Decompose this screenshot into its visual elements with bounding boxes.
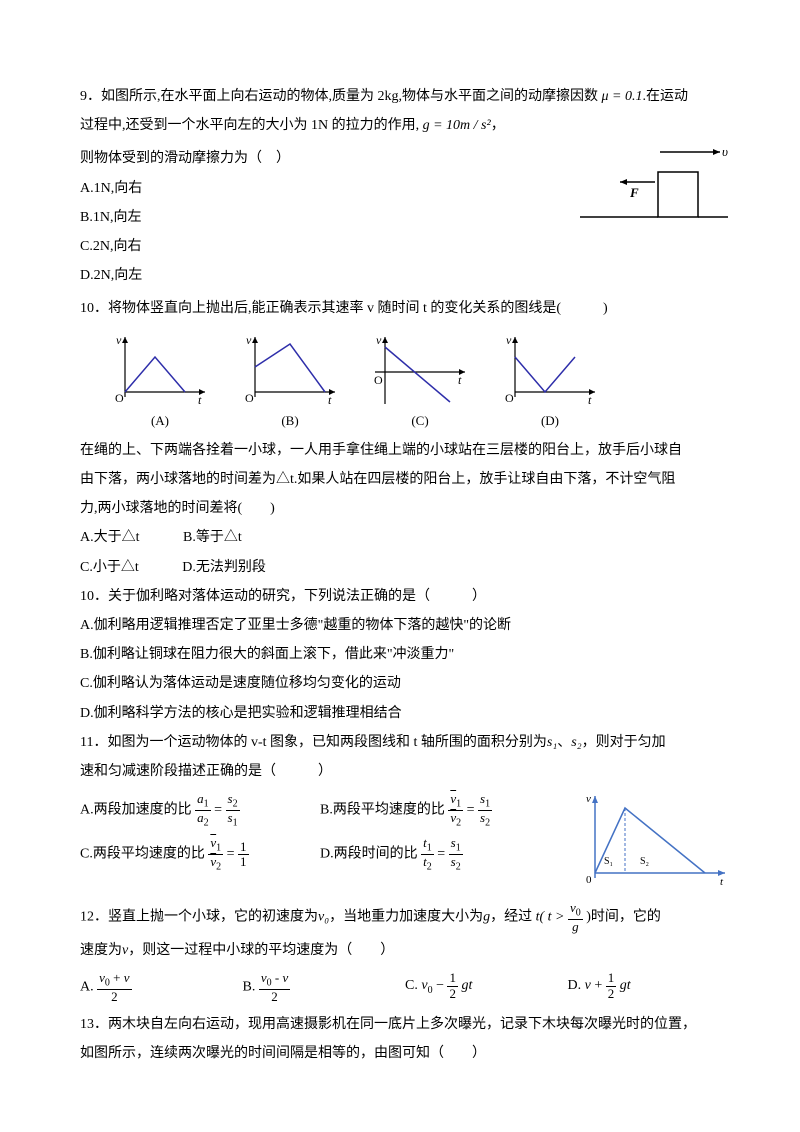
q9-text2: 过程中,还受到一个水平向左的大小为 1N 的拉力的作用, [80, 118, 419, 133]
q13-s2: 如图所示，连续两次曝光的时间间隔是相等的，由图可知（ ） [80, 1041, 730, 1066]
q9-optB: B.1N,向左 [80, 205, 560, 230]
q11-vt-chart: v t 0 S₁ S₂ [580, 788, 730, 897]
svg-text:t: t [198, 393, 202, 407]
svg-text:O: O [505, 391, 514, 405]
q9-text1: 9．如图所示,在水平面上向右运动的物体,质量为 2kg,物体与水平面之间的动摩擦… [80, 89, 598, 104]
q10b-A: A.伽利略用逻辑推理否定了亚里士多德"越重的物体下落的越快"的论断 [80, 613, 730, 638]
v-label: υ [722, 144, 728, 159]
svg-text:v: v [246, 333, 252, 347]
q9-g: g = 10m / s² [423, 118, 491, 133]
q10b-D: D.伽利略科学方法的核心是把实验和逻辑推理相结合 [80, 701, 730, 726]
q10a-graph-B: v t O (B) [240, 332, 340, 432]
svg-text:v: v [116, 333, 122, 347]
q11-s1: s₁ [547, 735, 557, 750]
q10a-graph-D: v t O (D) [500, 332, 600, 432]
q9-tail2: ， [491, 118, 505, 133]
q11-optB: B.两段平均速度的比 v1v2 = s1s2 [320, 792, 560, 828]
qrope-B: B.等于△t [183, 525, 242, 550]
q11-s2: s₂ [571, 735, 581, 750]
label-A: (A) [110, 409, 210, 432]
qrope-s2: 由下落，两小球落地的时间差为△t.如果人站在四层楼的阳台上，放手让球自由下落，不… [80, 467, 730, 492]
qrope-opts2: C.小于△t D.无法判别段 [80, 555, 730, 580]
svg-text:t: t [588, 393, 592, 407]
q9-stem3: 则物体受到的滑动摩擦力为（ ） [80, 146, 560, 171]
svg-text:v: v [586, 793, 591, 805]
q10a-graph-C: v t O (C) [370, 332, 470, 432]
q10b-B: B.伽利略让铜球在阻力很大的斜面上滚下，借此来"冲淡重力" [80, 642, 730, 667]
svg-text:S₁: S₁ [604, 856, 613, 867]
label-C: (C) [370, 409, 470, 432]
f-label: F [629, 185, 639, 200]
svg-text:t: t [458, 373, 462, 387]
q11-s1b: ，则对于匀加 [582, 735, 666, 750]
q9-stem-line1: 9．如图所示,在水平面上向右运动的物体,质量为 2kg,物体与水平面之间的动摩擦… [80, 84, 730, 109]
q10b-stem: 10．关于伽利略对落体运动的研究，下列说法正确的是（ ） [80, 584, 730, 609]
qrope-C: C.小于△t [80, 555, 139, 580]
q12-opts: A. v0 + v2 B. v0 - v2 C. v0 − 12 gt D. v… [80, 967, 730, 1008]
q12-optA: A. v0 + v2 [80, 971, 243, 1004]
q11-optA: A.两段加速度的比 a1a2 = s2s1 [80, 792, 320, 828]
qrope-s3: 力,两小球落地的时间差将( ) [80, 496, 730, 521]
q9-tail1: .在运动 [642, 89, 688, 104]
q11-s1a: 11．如图为一个运动物体的 v-t 图象，已知两段图线和 t 轴所围的面积分别为 [80, 735, 547, 750]
q11-optD: D.两段时间的比 t1t2 = s1s2 [320, 836, 560, 872]
q10a-graph-A: v t O (A) [110, 332, 210, 432]
q10a-stem: 10．将物体竖直向上抛出后,能正确表示其速率 v 随时间 t 的变化关系的图线是… [80, 296, 730, 321]
svg-text:t: t [720, 876, 724, 888]
qrope-opts1: A.大于△t B.等于△t [80, 525, 730, 550]
q9-mu: μ = 0.1 [602, 89, 643, 104]
qrope-s1: 在绳的上、下两端各拴着一小球，一人用手拿住绳上端的小球站在三层楼的阳台上，放手后… [80, 438, 730, 463]
label-D: (D) [500, 409, 600, 432]
svg-text:v: v [506, 333, 512, 347]
q9-optD: D.2N,向左 [80, 263, 560, 288]
q9-optC: C.2N,向右 [80, 234, 560, 259]
svg-text:S₂: S₂ [640, 856, 649, 867]
q11-optC: C.两段平均速度的比 v1v2 = 11 [80, 836, 320, 872]
svg-text:O: O [245, 391, 254, 405]
q12-optB: B. v0 - v2 [243, 971, 406, 1004]
qrope-D: D.无法判别段 [182, 555, 266, 580]
q11-stem2: 速和匀减速阶段描述正确的是（ ） [80, 759, 730, 784]
svg-text:O: O [115, 391, 124, 405]
q13-s1: 13．两木块自左向右运动，现用高速摄影机在同一底片上多次曝光，记录下木块每次曝光… [80, 1012, 730, 1037]
q9-optA: A.1N,向右 [80, 176, 560, 201]
q9-stem-line2: 过程中,还受到一个水平向左的大小为 1N 的拉力的作用, g = 10m / s… [80, 113, 730, 138]
label-B: (B) [240, 409, 340, 432]
svg-text:0: 0 [586, 874, 592, 886]
q12-optC: C. v0 − 12 gt [405, 971, 568, 1004]
q9-force-diagram: υ F [570, 142, 730, 241]
svg-text:t: t [328, 393, 332, 407]
q12-optD: D. v + 12 gt [568, 971, 731, 1004]
q12-stem1: 12．竖直上抛一个小球，它的初速度为v₀，当地重力加速度大小为g，经过 t( t… [80, 901, 730, 934]
svg-text:O: O [374, 373, 383, 387]
q12-stem2: 速度为v，则这一过程中小球的平均速度为（ ） [80, 938, 730, 963]
q11-stem1: 11．如图为一个运动物体的 v-t 图象，已知两段图线和 t 轴所围的面积分别为… [80, 730, 730, 755]
qrope-A: A.大于△t [80, 525, 140, 550]
q10a-graphs: v t O (A) v t O (B) v t O [110, 332, 730, 432]
svg-text:v: v [376, 333, 382, 347]
q10b-C: C.伽利略认为落体运动是速度随位移均匀变化的运动 [80, 671, 730, 696]
